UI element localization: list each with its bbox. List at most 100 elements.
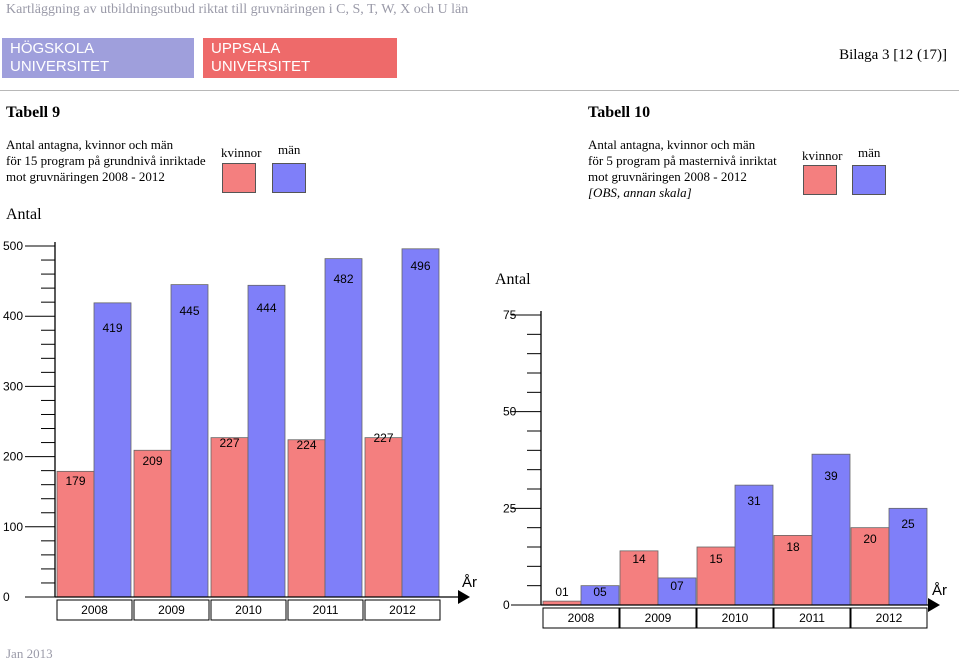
table-9-label: Tabell 9 [6, 104, 61, 121]
bar-man-2011 [811, 453, 851, 606]
data-label-man-2010: 31 [747, 494, 761, 508]
header-divider [0, 90, 959, 91]
table-10-caption: Antal antagna, kvinnor och män för 5 pro… [588, 137, 777, 201]
data-label-kvinnor-2009: 209 [142, 454, 162, 468]
legend-man-label: män [278, 142, 301, 157]
left-y-axis-title: Antal [6, 206, 42, 223]
x-category-box [287, 599, 364, 621]
x-tick-label: 2012 [389, 603, 416, 617]
bar-man-2012 [888, 507, 928, 606]
logo-uppsala: UPPSALA UNIVERSITET [203, 38, 397, 78]
caption-line: mot gruvnäringen 2008 - 2012 [588, 169, 747, 184]
chart-tabell-9: 0 100 200 300 400 500 179 419 209 445 227 444 224 482… [3, 239, 477, 621]
table-9-caption: Antal antagna, kvinnor och män för 15 pr… [6, 137, 206, 185]
legend-kvinnor-swatch [222, 163, 256, 193]
y-tick-label: 0 [503, 598, 510, 612]
x-category-box [542, 607, 620, 629]
x-category-box [364, 599, 441, 621]
x-category-box [56, 599, 133, 621]
document-title: Kartläggning av utbildningsutbud riktat … [6, 2, 469, 17]
data-label-man-2011: 482 [333, 272, 353, 286]
caption-line: för 15 program på grundnivå inriktade [6, 153, 206, 168]
bar-kvinnor-2009 [133, 449, 172, 598]
legend-kvinnor-label-2: kvinnor [802, 148, 843, 163]
y-tick-label: 75 [503, 308, 517, 322]
x-tick-label: 2011 [313, 603, 339, 617]
footer-date: Jan 2013 [6, 646, 53, 661]
x-tick-label: 2008 [568, 611, 595, 625]
caption-line: Antal antagna, kvinnor och män [588, 137, 756, 152]
y-tick-label: 0 [3, 590, 10, 604]
data-label-man-2011: 39 [824, 469, 838, 483]
data-label-man-2008: 05 [593, 585, 607, 599]
data-label-man-2009: 07 [670, 579, 684, 593]
caption-line: mot gruvnäringen 2008 - 2012 [6, 169, 165, 184]
y-tick-label: 100 [3, 520, 23, 534]
data-label-kvinnor-2008: 179 [65, 474, 85, 488]
bar-man-2011 [324, 258, 363, 598]
bar-kvinnor-2009 [619, 550, 659, 606]
x-tick-label: 2012 [876, 611, 903, 625]
caption-line: Antal antagna, kvinnor och män [6, 137, 174, 152]
data-label-kvinnor-2009: 14 [632, 552, 646, 566]
x-axis-arrow [928, 598, 940, 612]
data-label-kvinnor-2008: 01 [555, 585, 569, 599]
bar-kvinnor-2012 [364, 437, 403, 598]
bar-kvinnor-2011 [773, 535, 813, 606]
bar-man-2012 [401, 248, 440, 598]
data-label-man-2009: 445 [179, 304, 199, 318]
bar-kvinnor-2010 [210, 437, 249, 598]
bar-kvinnor-2008 [56, 470, 95, 598]
bar-kvinnor-2010 [696, 546, 736, 606]
x-category-box [850, 607, 928, 629]
data-label-man-2012: 496 [410, 259, 430, 273]
data-label-kvinnor-2010: 227 [219, 436, 239, 450]
right-y-axis-title: Antal [495, 271, 531, 288]
legend-kvinnor-swatch-2 [803, 165, 837, 195]
y-tick-label: 50 [503, 405, 517, 419]
x-category-box [210, 599, 287, 621]
data-label-kvinnor-2012: 20 [863, 532, 877, 546]
legend-kvinnor-label: kvinnor [221, 145, 262, 160]
data-label-man-2012: 25 [901, 517, 915, 531]
x-tick-label: 2009 [158, 603, 185, 617]
y-tick-label: 25 [503, 501, 517, 515]
legend-man-swatch [272, 163, 306, 193]
x-tick-label: 2011 [799, 611, 825, 625]
data-label-kvinnor-2011: 224 [296, 438, 316, 452]
x-category-box [133, 599, 210, 621]
data-label-kvinnor-2011: 18 [786, 540, 800, 554]
bar-man-2010 [734, 484, 774, 606]
chart-tabell-10: 0 25 50 75 01 05 14 07 15 31 18 39 20 25 År 2008 2009 201… [503, 308, 947, 629]
x-category-box [773, 607, 851, 629]
data-label-kvinnor-2012: 227 [373, 431, 393, 445]
x-tick-label: 2010 [235, 603, 262, 617]
legend-man-label-2: män [858, 145, 881, 160]
x-tick-label: 2008 [81, 603, 108, 617]
caption-line: för 5 program på masternivå inriktat [588, 153, 777, 168]
x-tick-label: 2009 [645, 611, 672, 625]
x-axis-title: År [932, 582, 947, 599]
legend-man-swatch-2 [852, 165, 886, 195]
y-tick-label: 200 [3, 450, 23, 464]
bar-man-2009 [170, 284, 209, 598]
x-category-box [619, 607, 697, 629]
x-tick-label: 2010 [722, 611, 749, 625]
x-axis-arrow [458, 590, 470, 604]
y-tick-label: 500 [3, 239, 23, 253]
data-label-man-2008: 419 [102, 321, 122, 335]
data-label-man-2010: 444 [256, 301, 276, 315]
bar-man-2008 [93, 302, 132, 598]
y-tick-label: 300 [3, 379, 23, 393]
bar-man-2009 [657, 577, 697, 606]
data-label-kvinnor-2010: 15 [709, 552, 723, 566]
y-tick-label: 400 [3, 309, 23, 323]
x-category-box [696, 607, 774, 629]
appendix-page-label: Bilaga 3 [12 (17)] [839, 47, 947, 63]
bar-man-2010 [247, 284, 286, 598]
logo-hogskola: HÖGSKOLA UNIVERSITET [2, 38, 194, 78]
bar-kvinnor-2012 [850, 527, 890, 606]
x-axis-title: År [462, 574, 477, 591]
caption-line: [OBS, annan skala] [588, 185, 692, 200]
